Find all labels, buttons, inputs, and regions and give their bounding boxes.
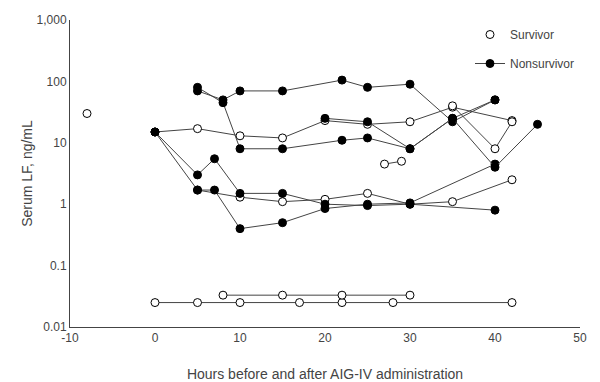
svg-text:Serum LF, ng/mL: Serum LF, ng/mL: [19, 120, 35, 227]
svg-text:1: 1: [60, 197, 67, 211]
svg-text:20: 20: [318, 331, 332, 345]
svg-text:Hours before and after AIG-IV: Hours before and after AIG-IV administra…: [187, 366, 463, 382]
svg-text:0.01: 0.01: [43, 320, 67, 334]
svg-text:40: 40: [488, 331, 502, 345]
svg-text:-10: -10: [61, 331, 79, 345]
svg-text:Nonsurvivor: Nonsurvivor: [510, 57, 574, 71]
svg-text:1,000: 1,000: [37, 13, 67, 27]
svg-text:50: 50: [573, 331, 587, 345]
svg-text:10: 10: [53, 136, 67, 150]
svg-text:0.1: 0.1: [50, 259, 67, 273]
svg-text:30: 30: [403, 331, 417, 345]
svg-text:10: 10: [233, 331, 247, 345]
svg-text:100: 100: [47, 75, 67, 89]
svg-text:Survivor: Survivor: [510, 28, 554, 42]
svg-text:0: 0: [152, 331, 159, 345]
